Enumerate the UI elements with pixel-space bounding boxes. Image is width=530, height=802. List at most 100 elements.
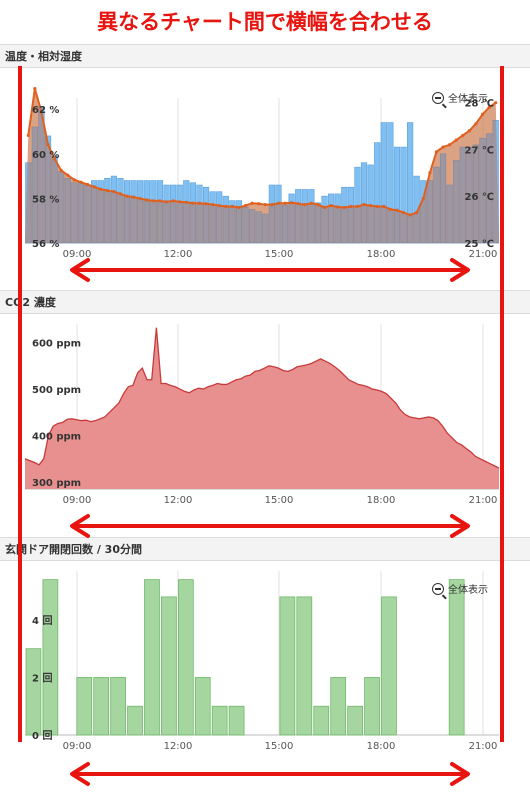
temperature-point	[329, 203, 333, 208]
humidity-bar	[400, 146, 407, 244]
x-tick-label: 15:00	[265, 741, 294, 752]
temperature-point	[362, 203, 366, 207]
y-tick-left: 58 %	[32, 194, 59, 205]
temperature-point	[283, 201, 287, 205]
temperature-point	[494, 101, 498, 105]
full-view-label: 全体表示	[448, 585, 488, 596]
chart-header-co2: CO2 濃度	[0, 290, 530, 314]
humidity-bar	[466, 146, 473, 244]
temperature-point	[263, 203, 267, 207]
y-tick-left: 62 %	[32, 105, 59, 116]
humidity-bar	[176, 184, 183, 244]
x-tick-label: 09:00	[63, 495, 92, 506]
humidity-bar	[255, 211, 262, 244]
temperature-point	[66, 173, 70, 177]
humidity-bar	[71, 182, 78, 244]
humidity-bar	[196, 184, 203, 244]
door-bar	[25, 648, 42, 736]
humidity-bar	[420, 180, 427, 244]
temperature-point	[454, 138, 458, 142]
temperature-point	[59, 168, 63, 173]
humidity-bar	[163, 184, 170, 244]
temperature-point	[138, 196, 142, 201]
temperature-point	[171, 199, 175, 203]
humidity-bar	[380, 122, 387, 244]
door-bar	[194, 677, 211, 736]
humidity-bar	[413, 175, 420, 244]
temperature-point	[33, 87, 37, 91]
door-bar	[381, 596, 397, 736]
annotation-left-line	[18, 66, 22, 742]
door-bar	[313, 705, 330, 736]
humidity-bar	[360, 162, 368, 244]
humidity-bar	[183, 180, 190, 244]
temperature-point	[487, 105, 491, 109]
humidity-bar	[216, 191, 223, 244]
temperature-point	[158, 199, 162, 203]
co2-chart: 09:00 12:00 15:00 18:00 21:00 300 ppm 400 ppm 5…	[24, 324, 500, 506]
temperature-point	[204, 202, 208, 206]
temperature-point	[151, 199, 155, 203]
y-tick-left: 60 %	[32, 150, 59, 161]
x-tick-label: 18:00	[367, 249, 396, 260]
humidity-bar	[426, 180, 433, 244]
humidity-bar	[288, 193, 295, 244]
temperature-point	[85, 182, 90, 187]
humidity-bar	[104, 178, 111, 244]
humidity-bar	[130, 180, 137, 244]
temperature-point	[145, 198, 149, 202]
temperature-point	[369, 203, 373, 208]
temperature-point	[388, 207, 392, 211]
door-bar	[347, 705, 363, 736]
door-bar	[228, 705, 245, 736]
x-tick-label: 12:00	[164, 741, 193, 752]
x-tick-label: 09:00	[63, 249, 92, 260]
humidity-bar	[156, 180, 164, 244]
humidity-bar	[334, 193, 341, 244]
door-bar	[110, 677, 126, 736]
humidity-bar	[25, 162, 32, 244]
door-bar	[127, 705, 143, 736]
door-bar	[161, 596, 177, 736]
humidity-bar	[222, 195, 229, 244]
y-tick-left: 56 %	[32, 239, 59, 250]
humidity-bar	[439, 153, 447, 244]
page-title: 異なるチャート間で横幅を合わせる	[97, 10, 433, 34]
humidity-bar	[347, 186, 354, 244]
humidity-bar	[433, 166, 440, 244]
full-view-button-3[interactable]: 全体表示	[432, 581, 488, 596]
temperature-point	[415, 210, 419, 215]
temperature-point	[105, 189, 109, 193]
humidity-bar	[123, 180, 131, 244]
temperature-point	[474, 122, 478, 126]
temperature-point	[250, 201, 254, 205]
x-tick-label: 21:00	[469, 249, 498, 260]
door-bar	[42, 579, 59, 736]
door-bar	[93, 677, 110, 736]
temperature-point	[26, 133, 30, 138]
temperature-point	[480, 112, 485, 116]
temperature-point	[421, 196, 425, 201]
humidity-bar	[202, 186, 210, 244]
humidity-bar	[367, 164, 374, 244]
temperature-point	[395, 208, 399, 212]
humidity-bar	[262, 213, 269, 244]
temperature-point	[224, 204, 228, 209]
humidity-bar	[275, 184, 282, 244]
temperature-point	[217, 203, 221, 208]
x-tick-label: 18:00	[367, 495, 396, 506]
humidity-bar	[64, 178, 71, 244]
temperature-point	[178, 200, 182, 204]
temp-humidity-chart: 09:00 12:00 15:00 18:00 21:00 56 % 58 % 60 % 62 …	[25, 87, 499, 260]
door-bar	[279, 596, 296, 736]
humidity-bar	[110, 175, 117, 244]
temperature-point	[290, 201, 294, 205]
temperature-point	[92, 185, 96, 189]
door-bar	[364, 677, 380, 736]
full-view-button-1[interactable]: 全体表示	[432, 90, 488, 105]
temperature-point	[237, 205, 241, 210]
temperature-point	[303, 203, 307, 207]
humidity-bar	[117, 178, 124, 244]
humidity-bar	[492, 120, 499, 244]
humidity-bar	[328, 193, 335, 244]
